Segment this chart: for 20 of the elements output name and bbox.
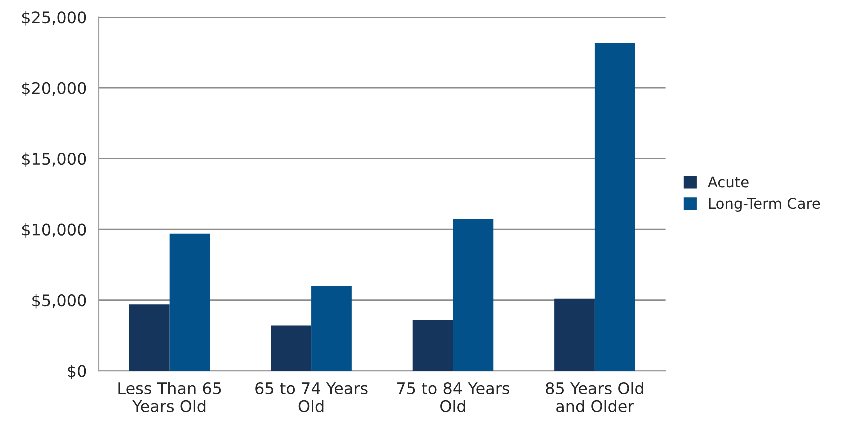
x-tick-label: 75 to 84 Years Old bbox=[398, 382, 510, 412]
bar bbox=[129, 304, 170, 372]
x-tick-label: 65 to 74 Years Old bbox=[256, 382, 368, 412]
bar bbox=[271, 326, 312, 372]
bar bbox=[453, 218, 494, 372]
y-tick-label: $0 bbox=[68, 365, 86, 380]
y-tick-label: $10,000 bbox=[22, 224, 86, 238]
bar bbox=[312, 286, 352, 372]
bar bbox=[412, 320, 454, 372]
y-tick-label: $20,000 bbox=[22, 82, 86, 97]
x-tick-label: Less Than 65 Years Old bbox=[118, 382, 222, 412]
y-tick-label: $5,000 bbox=[32, 294, 86, 309]
bar bbox=[554, 298, 595, 372]
x-tick-label: 85 Years Old and Older bbox=[546, 382, 644, 412]
bar bbox=[594, 44, 636, 372]
legend-label: Long-Term Care bbox=[709, 198, 820, 212]
legend-label: Acute bbox=[708, 176, 749, 188]
y-tick-label: $25,000 bbox=[22, 11, 86, 26]
bar bbox=[170, 234, 210, 372]
y-tick-label: $15,000 bbox=[22, 152, 86, 168]
